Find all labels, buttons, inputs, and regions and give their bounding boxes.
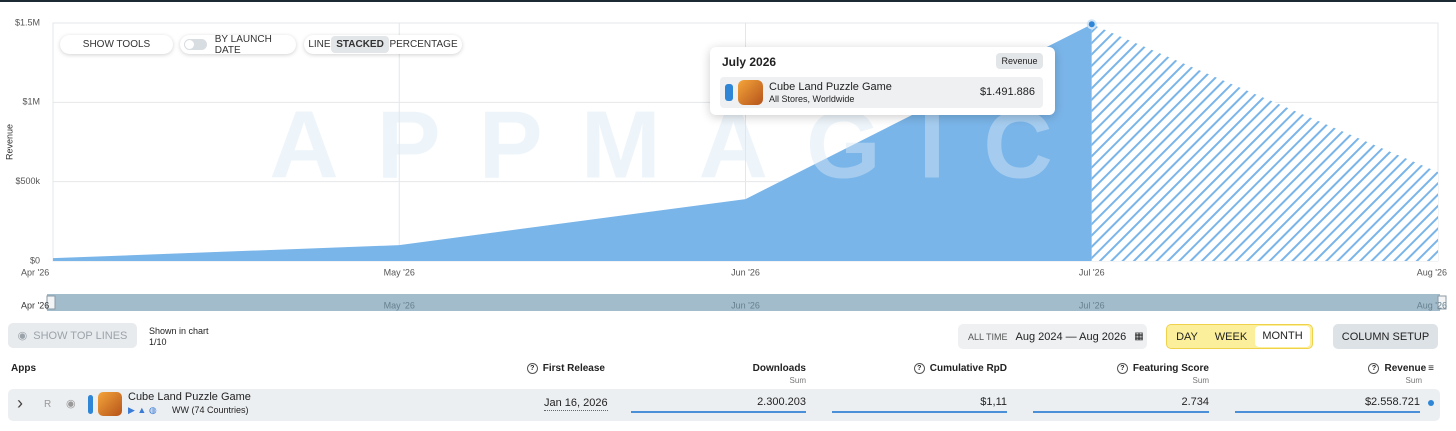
header-label: Revenue — [1384, 363, 1427, 375]
tooltip-app: Cube Land Puzzle Game — [769, 81, 892, 93]
tooltip-value: $1.491.886 — [979, 86, 1035, 98]
tooltip: July 2026 Revenue Cube Land Puzzle Game … — [710, 47, 1055, 115]
eye-icon[interactable]: ◉ — [66, 398, 76, 410]
series-dot — [1428, 400, 1434, 406]
header[interactable]: ? Featuring Score — [1060, 363, 1209, 374]
shown-in-chart: Shown in chart — [149, 326, 209, 336]
first-release: Jan 16, 2026 — [544, 397, 608, 411]
header-label: First Release — [542, 363, 605, 375]
toggle[interactable] — [184, 39, 207, 50]
header[interactable]: ? Cumulative RpD — [860, 363, 1007, 374]
series-marker — [725, 84, 733, 101]
app-name: Cube Land Puzzle Game — [128, 391, 251, 403]
app-icon — [98, 392, 122, 416]
featuring: 2.734 — [1033, 396, 1209, 413]
mode-switch: LINE STACKED PERCENTAGE — [304, 35, 462, 54]
header[interactable]: Downloads — [752, 363, 806, 374]
y-tick-label: $0 — [30, 255, 40, 265]
mode[interactable]: PERCENTAGE — [389, 39, 458, 50]
nav-label: Apr '26 — [21, 300, 49, 310]
header-label: Featuring Score — [1132, 363, 1209, 375]
point-marker-core — [1088, 21, 1095, 28]
rank: R — [44, 399, 52, 410]
nav-label: Jun '26 — [731, 300, 760, 310]
app-icon — [738, 80, 763, 105]
mode[interactable]: STACKED — [331, 36, 389, 53]
y-axis-label: Revenue — [4, 124, 14, 160]
nav-handle — [1437, 295, 1447, 310]
revenue: $2.558.721 — [1235, 396, 1420, 413]
column-setup[interactable]: COLUMN SETUP — [1333, 324, 1438, 349]
calendar-icon: ▦ — [1134, 331, 1144, 342]
toggle-label: BY LAUNCH DATE — [214, 33, 272, 56]
x-tick-label: Jun '26 — [731, 267, 760, 277]
tooltip-store: All Stores, Worldwide — [769, 94, 855, 104]
granularity-option[interactable]: MONTH — [1255, 326, 1310, 347]
header[interactable]: ? First Release — [480, 363, 605, 374]
y-tick-label: $1M — [22, 97, 40, 107]
shown-count: 1/10 — [149, 337, 167, 347]
header-label: Cumulative RpD — [929, 363, 1007, 375]
region: WW (74 Countries) — [172, 405, 249, 415]
range: Aug 2024 — Aug 2026 — [1015, 330, 1127, 343]
granularity: DAY WEEK MONTH — [1166, 324, 1313, 349]
tooltip-title: July 2026 — [722, 55, 777, 69]
x-tick-label: Aug '26 — [1417, 267, 1447, 277]
launch-toggle[interactable]: BY LAUNCH DATE — [180, 33, 296, 56]
date-range[interactable]: ALL TIME Aug 2024 — Aug 2026 ▦ — [958, 324, 1147, 349]
nav-label: Aug '26 — [1417, 300, 1447, 310]
navigator — [47, 294, 1440, 311]
forecast-area — [1091, 24, 1438, 262]
expand-chevron[interactable]: › — [17, 393, 23, 413]
granularity-option[interactable]: DAY — [1176, 330, 1198, 343]
sum-label: Sum — [1405, 376, 1422, 385]
x-tick-label: Jul '26 — [1079, 267, 1105, 277]
sum-label: Sum — [1192, 376, 1209, 385]
show-top-lines[interactable]: ◉ SHOW TOP LINES — [8, 323, 137, 348]
series-marker — [88, 395, 93, 414]
button-label: SHOW TOP LINES — [33, 329, 128, 342]
store-icons: ▶ ▲ ◍ — [128, 405, 157, 415]
table-row[interactable] — [8, 389, 1440, 421]
show-tools[interactable]: SHOW TOOLS — [60, 35, 173, 54]
mode[interactable]: LINE — [308, 39, 331, 50]
tooltip-badge: Revenue — [996, 53, 1043, 69]
granularity-option[interactable]: WEEK — [1214, 330, 1248, 343]
rpd: $1,11 — [832, 396, 1007, 413]
tooltip-row: Cube Land Puzzle Game All Stores, Worldw… — [720, 77, 1043, 108]
y-tick-label: $1.5M — [15, 17, 40, 27]
x-tick-label: May '26 — [384, 267, 415, 277]
all-time: ALL TIME — [968, 331, 1008, 342]
nav-handle — [46, 295, 56, 310]
sum-label: Sum — [789, 376, 806, 385]
header[interactable]: ? Revenue ≡ — [1300, 363, 1434, 374]
header: Apps — [11, 363, 36, 374]
nav-label: Jul '26 — [1079, 300, 1105, 310]
x-tick-label: Apr '26 — [21, 267, 49, 277]
downloads: 2.300.203 — [631, 396, 806, 413]
y-tick-label: $500k — [15, 176, 40, 186]
nav-label: May '26 — [384, 300, 415, 310]
area — [53, 24, 1092, 262]
